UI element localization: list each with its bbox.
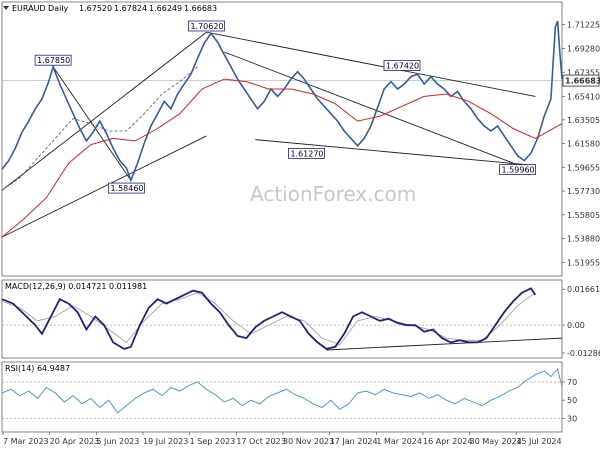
macd-trendline <box>326 337 563 351</box>
price-tick-label: 1.63505 <box>567 116 600 125</box>
trendline <box>1 31 207 191</box>
chart-title: EURAUD Daily 1.67520 1.67824 1.66249 1.6… <box>3 4 217 13</box>
watermark: ActionForex.com <box>250 182 416 206</box>
price-tick-label: 1.65410 <box>567 92 600 101</box>
current-price-box <box>562 74 600 87</box>
date-tick-label: 1 Mar 2024 <box>376 437 422 446</box>
price-tick-label: 1.53880 <box>567 235 600 244</box>
ohlc-low: 1.66249 <box>149 4 182 13</box>
rsi-line <box>1 368 563 414</box>
chart-timeframe: Daily <box>48 4 69 13</box>
macd-label: MACD(12,26,9) 0.014721 0.011981 <box>5 282 147 291</box>
rsi-panel <box>1 368 563 414</box>
date-tick-label: 5 Jun 2023 <box>96 437 139 446</box>
panel-frame-1 <box>1 279 563 359</box>
price-tick-label: 1.67355 <box>567 68 600 77</box>
price-ma-dashed-line <box>1 66 198 191</box>
price-tick-label: 1.69280 <box>567 45 600 54</box>
trendline <box>224 51 514 164</box>
trendline <box>1 135 207 238</box>
ohlc-open: 1.67520 <box>79 4 112 13</box>
annotation-label: 1.58460 <box>110 184 143 193</box>
date-tick-label: 16 Apr 2024 <box>423 437 472 446</box>
date-tick-label: 17 Oct 2023 <box>236 437 285 446</box>
rsi-tick-label: 30 <box>567 414 577 423</box>
ohlc-high: 1.67824 <box>114 4 147 13</box>
panel-frame-0 <box>1 1 563 277</box>
chart-symbol: EURAUD <box>12 4 46 13</box>
annotation-label: 1.67420 <box>386 61 419 70</box>
trendline <box>206 31 536 97</box>
panel-frame-2 <box>1 361 563 433</box>
macd-panel <box>1 287 563 351</box>
price-tick-label: 1.61580 <box>567 140 600 149</box>
date-tick-label: 17 Jan 2024 <box>330 437 378 446</box>
rsi-tick-label: 50 <box>567 396 577 405</box>
annotation-label: 1.59960 <box>502 166 535 175</box>
current-price-label: 1.66683 <box>565 77 600 86</box>
date-tick-label: 30 May 2024 <box>470 437 522 446</box>
price-line <box>1 20 563 183</box>
dropdown-arrow-icon <box>3 6 9 10</box>
annotation-box <box>288 148 325 159</box>
annotation-box <box>108 182 145 194</box>
macd-signal-line <box>1 292 536 346</box>
date-tick-label: 30 Nov 2023 <box>283 437 334 446</box>
rsi-tick-label: 70 <box>567 378 577 387</box>
price-panel: 1.67850 1.58460 1.70620 1.61270 1.67420 1.599… <box>1 20 563 238</box>
annotation-label: 1.70620 <box>190 22 223 31</box>
annotation-box <box>188 20 225 32</box>
trendline <box>255 139 536 166</box>
macd-tick-label: 0.016619 <box>567 285 600 294</box>
annotation-label: 1.67850 <box>37 56 70 65</box>
price-tick-label: 1.57730 <box>567 187 600 196</box>
macd-tick-label: 0.00 <box>567 321 585 330</box>
annotation-label: 1.61270 <box>290 149 323 158</box>
price-tick-label: 1.71225 <box>567 21 600 30</box>
annotation-box <box>499 164 536 175</box>
date-tick-label: 7 Mar 2023 <box>3 437 49 446</box>
annotation-box <box>383 60 421 71</box>
price-tick-label: 1.55805 <box>567 211 600 220</box>
date-tick-label: 19 Jul 2023 <box>143 437 188 446</box>
axes: 1.71225 1.69280 1.67355 1.65410 1.63505 1.615… <box>2 21 600 446</box>
ohlc-close: 1.66683 <box>184 4 217 13</box>
rsi-label: RSI(14) 64.9487 <box>5 364 70 373</box>
macd-line <box>1 287 537 350</box>
trendline <box>52 66 132 181</box>
price-ma-red-line <box>1 78 563 238</box>
date-tick-label: 1 Sep 2023 <box>190 437 236 446</box>
annotation-box <box>34 54 72 66</box>
panel-frames <box>1 1 563 433</box>
macd-tick-label: -0.012864 <box>567 349 600 358</box>
price-tick-label: 1.51955 <box>567 258 600 267</box>
date-tick-label: 15 Jul 2024 <box>516 437 561 446</box>
gridlines <box>2 80 562 419</box>
price-tick-label: 1.59655 <box>567 163 600 172</box>
date-tick-label: 20 Apr 2023 <box>50 437 99 446</box>
